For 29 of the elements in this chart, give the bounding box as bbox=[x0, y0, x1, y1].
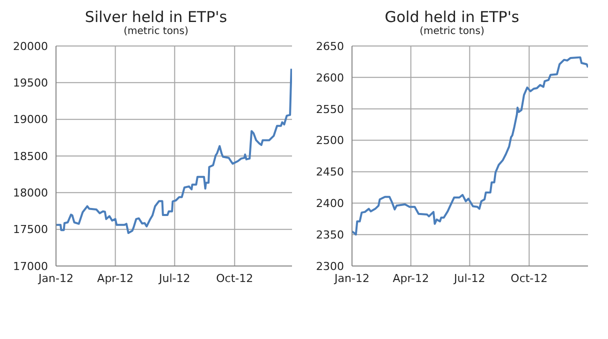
y-tick-label: 19000 bbox=[13, 113, 48, 126]
chart-subtitle: (metric tons) bbox=[418, 26, 486, 38]
y-tick-label: 2500 bbox=[316, 134, 344, 148]
y-tick-label: 18000 bbox=[13, 186, 48, 200]
chart-subtitle: (metric tons) bbox=[122, 26, 190, 38]
x-tick-label: Oct-12 bbox=[510, 272, 548, 285]
y-tick-label: 20000 bbox=[13, 40, 48, 53]
y-tick-label: 19500 bbox=[13, 76, 48, 90]
line-series bbox=[56, 68, 292, 234]
line-series bbox=[352, 56, 588, 236]
x-tick-label: Jan-12 bbox=[334, 272, 370, 285]
y-tick-label: 17000 bbox=[13, 260, 48, 273]
y-tick-label: 2600 bbox=[316, 71, 344, 84]
y-tick-label: 17500 bbox=[13, 223, 48, 236]
x-tick-label: Jan-12 bbox=[38, 272, 74, 285]
y-tick-label: 2450 bbox=[316, 166, 344, 179]
y-tick-label: 18500 bbox=[13, 150, 48, 163]
y-tick-label: 2550 bbox=[316, 102, 344, 116]
chart-title: Silver held in ETP's bbox=[84, 8, 228, 26]
x-tick-label: Oct-12 bbox=[216, 272, 254, 285]
x-tick-label: Jul-12 bbox=[158, 272, 190, 285]
y-tick-label: 2350 bbox=[316, 228, 344, 242]
x-tick-label: Apr-12 bbox=[392, 272, 429, 285]
x-tick-label: Jul-12 bbox=[453, 272, 486, 285]
y-tick-label: 2400 bbox=[316, 197, 344, 210]
y-tick-label: 2650 bbox=[316, 40, 344, 53]
x-tick-label: Apr-12 bbox=[97, 272, 134, 285]
y-tick-label: 2300 bbox=[316, 260, 344, 273]
chart-title: Gold held in ETP's bbox=[384, 8, 520, 26]
